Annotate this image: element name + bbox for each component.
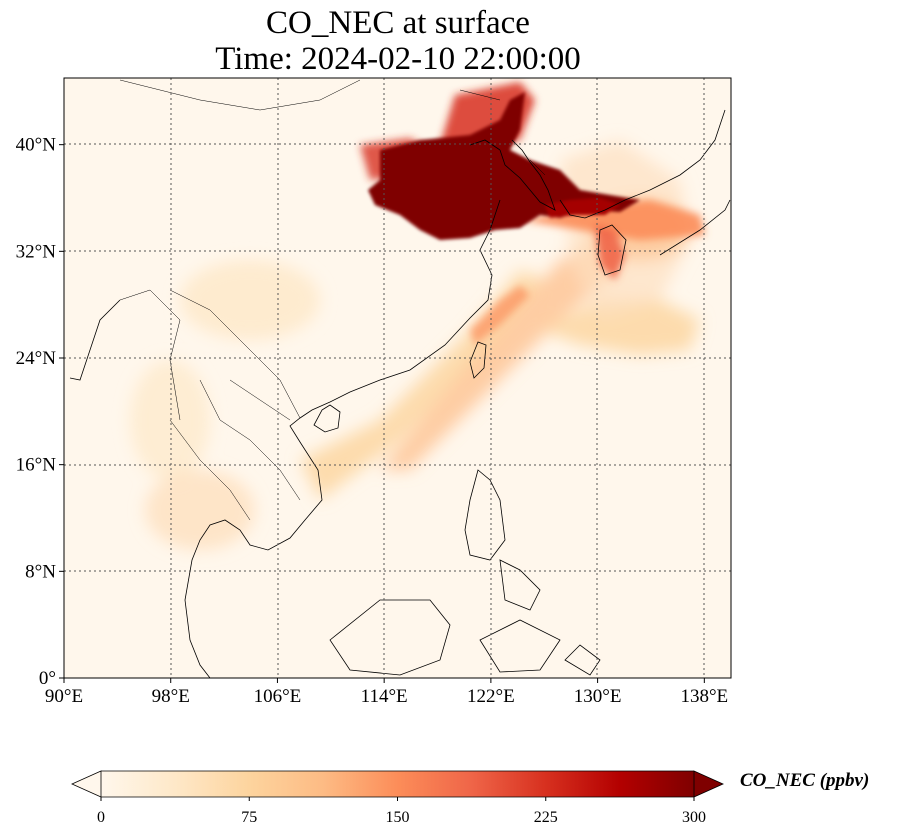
- coastlines: [69, 109, 731, 678]
- lat-tick-label: 0°: [39, 668, 56, 689]
- colorbar: 0 75 150 225 300: [71, 770, 724, 826]
- lon-tick-label: 114°E: [361, 686, 408, 707]
- lat-tick-label: 24°N: [16, 348, 57, 369]
- lon-tick-label: 122°E: [467, 686, 515, 707]
- lon-tick-label: 90°E: [45, 686, 83, 707]
- colorbar-tick-label: 150: [386, 809, 410, 826]
- lat-tick-label: 8°N: [25, 561, 56, 582]
- lon-tick-label: 130°E: [574, 686, 622, 707]
- lon-tick-label: 138°E: [680, 686, 728, 707]
- map-time-subtitle: Time: 2024-02-10 22:00:00: [215, 41, 581, 77]
- latitude-ticks: 0° 8°N 16°N 24°N 32°N 40°N: [16, 135, 64, 689]
- map-plot-area: [64, 78, 731, 678]
- country-borders: [119, 79, 546, 521]
- colorbar-tick-label: 300: [682, 809, 706, 826]
- colorbar-tick-label: 75: [241, 809, 257, 826]
- colorbar-tick-label: 225: [534, 809, 558, 826]
- colorbar-extend-under: [71, 770, 102, 798]
- co-concentration-field: [130, 82, 705, 550]
- lon-tick-label: 98°E: [152, 686, 190, 707]
- lon-tick-label: 106°E: [254, 686, 302, 707]
- colorbar-label: CO_NEC (ppbv): [740, 770, 870, 791]
- lat-tick-label: 32°N: [16, 241, 57, 262]
- gridlines: [64, 78, 731, 678]
- lat-tick-label: 40°N: [16, 135, 57, 156]
- longitude-ticks: 90°E 98°E 106°E 114°E 122°E 130°E 138°E: [45, 678, 728, 707]
- lat-tick-label: 16°N: [16, 455, 57, 476]
- colorbar-ticks: 0 75 150 225 300: [97, 797, 706, 826]
- colorbar-gradient: [101, 771, 694, 797]
- map-frame: [63, 77, 732, 679]
- colorbar-extend-over: [693, 770, 724, 798]
- colorbar-tick-label: 0: [97, 809, 105, 826]
- map-title: CO_NEC at surface: [266, 5, 530, 41]
